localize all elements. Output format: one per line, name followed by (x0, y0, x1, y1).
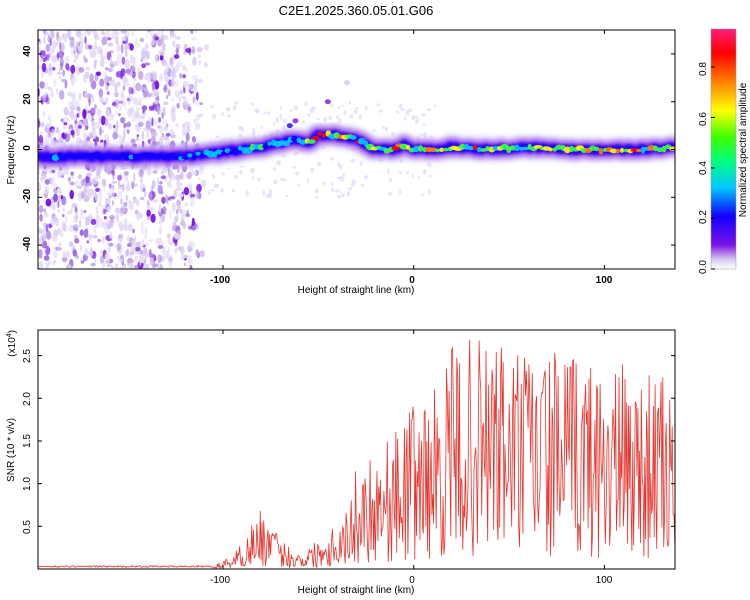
spectrogram-image (38, 30, 675, 269)
spectrogram-panel: -100 0 100 40 20 0 -20 -40 Height of str… (6, 29, 676, 296)
spec-xlabel: Height of straight line (km) (298, 285, 415, 296)
spec-ylabel: Frequency (Hz) (6, 116, 17, 185)
snr-ytick-2: 1.5 (22, 434, 33, 448)
snr-xlabel: Height of straight line (km) (298, 585, 415, 596)
snr-frame (37, 329, 676, 570)
snr-exponent-base: (x10 (7, 337, 18, 357)
snr-ytick-3: 1.0 (22, 477, 33, 491)
snr-ylabel: SNR (10 * v/v) (6, 418, 17, 482)
spec-ytick-4: -40 (22, 236, 33, 251)
snr-series-line (38, 339, 675, 569)
snr-xtick-2: 100 (596, 575, 613, 586)
spectrogram-blobs (48, 80, 675, 161)
snr-xtick-0: -100 (210, 575, 230, 586)
snr-ytick-4: 0.5 (22, 520, 33, 534)
spec-ytick-3: -20 (22, 188, 33, 203)
colorbar-gradient (711, 29, 736, 269)
chart-title: C2E1.2025.360.05.01.G06 (279, 3, 434, 18)
spec-ytick-1: 20 (22, 93, 33, 105)
colorbar-tick-3: 0.6 (698, 112, 709, 126)
spec-xtick-2: 100 (596, 275, 613, 286)
snr-xtick-1: 0 (409, 575, 415, 586)
svg-text:(x104): (x104) (6, 330, 18, 357)
colorbar-tick-2: 0.4 (698, 161, 709, 175)
snr-exponent-sup: 4 (6, 333, 13, 337)
colorbar-tick-4: 0.8 (698, 62, 709, 76)
spec-xtick-1: 0 (409, 275, 415, 286)
spec-ytick-0: 40 (22, 45, 33, 57)
colorbar: 0.0 0.2 0.4 0.6 0.8 Normalized spectral … (698, 28, 749, 274)
snr-ytick-1: 2.0 (22, 392, 33, 406)
colorbar-tick-0: 0.0 (698, 260, 709, 274)
spec-xtick-0: -100 (210, 275, 230, 286)
snr-ytick-0: 2.5 (22, 349, 33, 363)
snr-panel: -100 0 100 2.5 2.0 1.5 1.0 0.5 Height of… (6, 329, 676, 596)
snr-exponent: (x104) (6, 330, 18, 357)
spec-ytick-2: 0 (22, 145, 33, 151)
colorbar-tick-1: 0.2 (698, 210, 709, 224)
colorbar-label: Normalized spectral amplitude (738, 82, 749, 217)
